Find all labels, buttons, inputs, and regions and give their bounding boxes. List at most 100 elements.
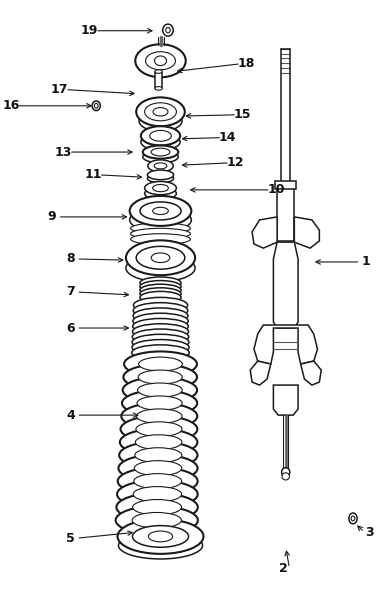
Ellipse shape [92,101,100,111]
Text: 3: 3 [366,526,374,539]
Ellipse shape [124,352,197,377]
Text: 18: 18 [238,57,255,70]
Ellipse shape [126,255,195,282]
Ellipse shape [155,87,163,90]
Text: 14: 14 [219,131,237,144]
Ellipse shape [148,531,173,542]
Text: 8: 8 [67,252,75,265]
Bar [275,181,296,189]
Ellipse shape [139,357,182,371]
Ellipse shape [130,196,191,226]
Text: 13: 13 [55,146,72,158]
Ellipse shape [148,160,173,172]
Ellipse shape [132,334,189,350]
Ellipse shape [133,297,187,313]
Text: 10: 10 [268,184,285,196]
Polygon shape [252,217,277,248]
Ellipse shape [123,364,197,390]
Ellipse shape [145,181,177,194]
Ellipse shape [131,223,191,234]
Ellipse shape [132,512,181,528]
Polygon shape [301,361,321,385]
Ellipse shape [146,52,175,70]
Ellipse shape [132,324,189,340]
Bar [277,187,294,241]
Ellipse shape [133,308,188,323]
Ellipse shape [140,291,181,303]
Ellipse shape [140,277,181,289]
Ellipse shape [134,474,182,489]
Text: 16: 16 [2,99,20,113]
Ellipse shape [153,108,168,116]
Ellipse shape [349,513,357,524]
Text: 4: 4 [67,409,75,421]
Text: 19: 19 [81,24,98,37]
Bar [155,72,163,88]
Ellipse shape [116,493,198,521]
Text: 9: 9 [48,211,56,223]
Polygon shape [250,361,271,385]
Ellipse shape [136,409,182,423]
Ellipse shape [136,98,185,126]
Ellipse shape [138,370,182,384]
Text: 6: 6 [67,321,75,335]
Text: 15: 15 [234,108,251,122]
Ellipse shape [163,24,173,36]
Ellipse shape [121,416,197,442]
Ellipse shape [154,163,167,169]
Text: 7: 7 [67,285,75,299]
Ellipse shape [155,70,163,73]
Ellipse shape [94,104,98,108]
Ellipse shape [133,500,181,515]
Ellipse shape [135,448,182,462]
Ellipse shape [118,532,203,559]
Text: 5: 5 [67,532,75,545]
Text: 17: 17 [51,83,68,96]
Ellipse shape [145,103,177,121]
Ellipse shape [138,383,182,397]
Ellipse shape [117,480,198,508]
Ellipse shape [119,442,197,468]
Ellipse shape [140,281,181,293]
Ellipse shape [135,435,182,450]
Ellipse shape [132,345,189,361]
Ellipse shape [130,208,191,232]
Polygon shape [273,385,298,415]
Ellipse shape [131,234,191,244]
Ellipse shape [118,467,198,495]
Ellipse shape [131,228,191,239]
Ellipse shape [118,519,203,554]
Ellipse shape [137,396,182,410]
Ellipse shape [143,151,178,163]
Ellipse shape [132,329,189,344]
Ellipse shape [123,377,197,403]
Ellipse shape [150,131,171,141]
Ellipse shape [134,461,182,476]
Ellipse shape [153,207,168,214]
Polygon shape [254,325,318,364]
Ellipse shape [141,126,180,146]
Ellipse shape [151,148,170,156]
Text: 2: 2 [279,562,288,575]
Ellipse shape [147,170,174,179]
Ellipse shape [133,313,188,329]
Polygon shape [294,217,319,248]
Ellipse shape [351,516,355,521]
Text: 11: 11 [84,169,102,181]
Ellipse shape [118,455,198,482]
Ellipse shape [122,390,197,416]
Ellipse shape [153,184,168,191]
Ellipse shape [133,486,181,502]
Ellipse shape [120,429,197,456]
Ellipse shape [133,318,188,334]
Text: 1: 1 [362,255,370,268]
Ellipse shape [140,202,181,220]
Ellipse shape [121,403,197,429]
Ellipse shape [136,246,185,269]
Ellipse shape [132,340,189,355]
Ellipse shape [141,134,180,150]
Ellipse shape [155,56,166,66]
Ellipse shape [178,536,192,549]
Ellipse shape [282,473,290,480]
Ellipse shape [166,28,170,33]
